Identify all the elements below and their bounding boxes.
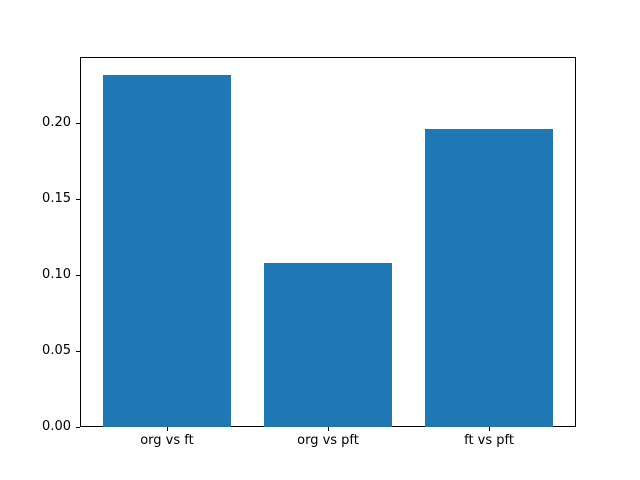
y-tick-label: 0.05 xyxy=(42,343,71,359)
x-tick-mark xyxy=(328,427,329,431)
y-tick-label: 0.00 xyxy=(42,419,71,434)
y-tick-mark xyxy=(76,122,80,124)
bar-org-vs-ft xyxy=(102,74,232,427)
y-tick-mark xyxy=(76,274,80,276)
y-tick-label: 0.20 xyxy=(42,115,71,131)
y-tick-mark xyxy=(76,350,80,352)
y-tick-label: 0.10 xyxy=(42,267,71,283)
y-tick-mark xyxy=(76,198,80,200)
bar-org-vs-pft xyxy=(263,262,393,427)
x-tick-label: ft vs pft xyxy=(464,433,514,448)
x-tick-mark xyxy=(166,427,168,431)
x-tick-mark xyxy=(489,427,491,431)
y-tick-label: 0.15 xyxy=(42,191,71,207)
x-tick-label: org vs pft xyxy=(297,433,359,448)
bar-ft-vs-pft xyxy=(424,129,554,427)
y-tick-mark xyxy=(76,426,80,428)
x-tick-label: org vs ft xyxy=(140,433,194,448)
